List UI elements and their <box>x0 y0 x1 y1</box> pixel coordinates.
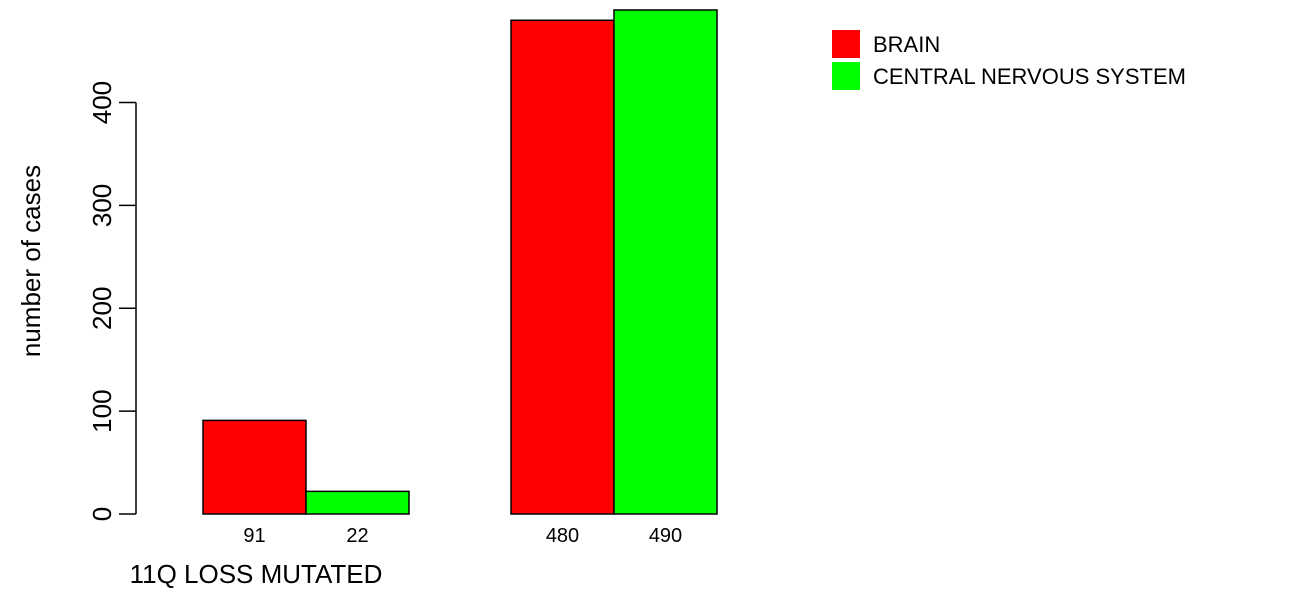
y-axis: 0 100 200 300 400 <box>87 81 137 521</box>
y-tick-label: 0 <box>87 507 117 521</box>
bar <box>202 419 307 515</box>
bars <box>202 9 718 515</box>
y-tick-label: 100 <box>87 389 117 432</box>
legend: BRAIN CENTRAL NERVOUS SYSTEM <box>832 30 1186 90</box>
bar-value-label: 490 <box>649 525 682 547</box>
legend-swatch <box>832 62 860 90</box>
bar <box>613 9 718 515</box>
bar <box>510 19 615 515</box>
bar-value-label: 91 <box>243 525 265 547</box>
bar-value-labels: 91 22 480 490 <box>243 525 682 547</box>
bar-value-label: 480 <box>546 525 579 547</box>
y-tick-label: 400 <box>87 81 117 124</box>
y-tick-label: 200 <box>87 287 117 330</box>
y-tick-label: 300 <box>87 184 117 227</box>
legend-swatch <box>832 30 860 58</box>
bar <box>305 490 410 515</box>
legend-label: CENTRAL NERVOUS SYSTEM <box>873 64 1186 89</box>
bar-value-label: 22 <box>346 525 368 547</box>
y-axis-title: number of cases <box>16 165 46 357</box>
legend-label: BRAIN <box>873 32 940 57</box>
x-axis-title: 11Q LOSS MUTATED <box>130 559 383 589</box>
